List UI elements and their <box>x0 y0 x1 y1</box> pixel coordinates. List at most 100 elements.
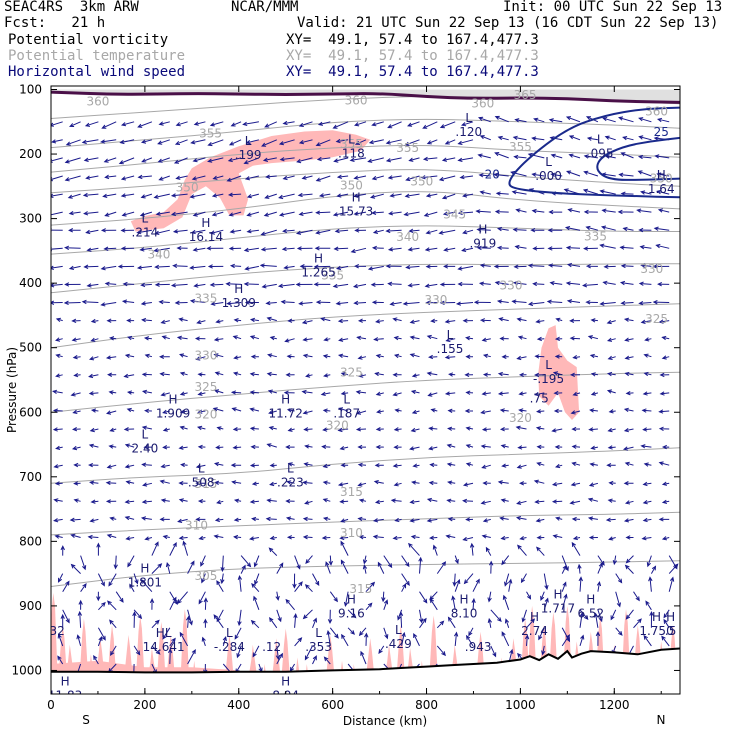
wind-vector <box>555 317 563 322</box>
wind-vector <box>262 157 277 162</box>
wind-vector <box>572 535 581 541</box>
theta-label: 355 <box>340 137 363 151</box>
wind-vector <box>154 282 170 287</box>
wind-vector <box>365 602 373 611</box>
extremum-value: .12 <box>262 640 281 654</box>
wind-vector <box>209 282 224 288</box>
extremum-value: 11.83 <box>48 688 82 702</box>
wind-vector <box>140 139 153 144</box>
wind-vector <box>401 631 406 647</box>
wind-vector <box>236 645 242 659</box>
wind-vector <box>157 139 170 145</box>
wind-vector <box>447 616 456 629</box>
wind-vector <box>269 481 277 487</box>
wind-vector <box>409 499 420 505</box>
extremum-value: 1.717 <box>541 601 575 615</box>
wind-vector <box>496 226 509 232</box>
wind-vector <box>337 318 349 324</box>
wind-vector <box>242 121 259 126</box>
theta-label: 360 <box>345 93 368 107</box>
wind-vector <box>589 462 598 467</box>
wind-vector <box>62 580 70 592</box>
wind-vector <box>268 547 278 556</box>
wind-vector <box>261 283 277 289</box>
wind-vector <box>136 229 152 235</box>
theta-label: 325 <box>194 380 217 394</box>
extremum-marker: H <box>586 593 595 607</box>
wind-vector <box>97 627 106 641</box>
wind-vector <box>170 211 188 217</box>
extremum-value: 2.40 <box>132 441 159 455</box>
wind-vector <box>468 627 474 637</box>
wind-vector <box>175 175 188 180</box>
wind-vector <box>608 409 616 414</box>
wind-vector <box>230 463 242 468</box>
wind-vector <box>98 601 106 611</box>
wind-vector <box>439 282 456 287</box>
wind-vector <box>554 354 563 359</box>
extremum-marker: L <box>545 155 552 169</box>
wind-vector <box>513 154 527 160</box>
wind-vector <box>463 573 474 585</box>
x-tick-label: 600 <box>321 698 344 712</box>
y-tick-label: 300 <box>19 212 42 226</box>
wind-vector <box>658 319 670 324</box>
wind-vector <box>602 280 616 286</box>
wind-vector <box>620 152 634 159</box>
wind-vector <box>606 389 616 394</box>
wind-vector <box>162 445 170 450</box>
wind-vector <box>372 518 384 523</box>
wind-vector <box>358 627 367 637</box>
wind-vector <box>393 482 402 487</box>
wind-vector <box>162 409 170 414</box>
wind-vector <box>441 157 456 162</box>
wind-vector <box>214 517 224 523</box>
wind-vector <box>158 121 170 126</box>
wind-vector <box>54 534 63 539</box>
wind-vector <box>126 407 135 413</box>
wind-vector <box>589 408 598 413</box>
wind-vector <box>258 663 263 673</box>
extremum-marker: L <box>348 132 355 146</box>
wind-vector <box>82 192 99 198</box>
pv-surface-spike <box>337 660 347 677</box>
wind-vector <box>374 371 384 377</box>
wind-vector <box>170 283 188 288</box>
wind-vector <box>227 157 242 163</box>
wind-vector <box>198 535 206 541</box>
wind-vector <box>259 263 277 268</box>
wind-vector <box>514 244 527 250</box>
wind-vector <box>597 555 605 566</box>
wind-vector <box>299 264 313 269</box>
wind-vector <box>419 591 428 604</box>
wind-vector <box>100 139 117 144</box>
wind-vector <box>610 609 617 621</box>
wind-vector <box>209 229 224 235</box>
wind-vector <box>500 498 509 503</box>
wind-vector <box>582 283 598 288</box>
wind-vector <box>295 229 313 235</box>
extremum-value: 1.309 <box>222 296 256 310</box>
y-tick-label: 800 <box>19 534 42 548</box>
wind-vector <box>643 634 652 647</box>
wind-vector <box>538 627 545 641</box>
wind-vector <box>72 354 81 360</box>
extremum-value: .353 <box>305 640 332 654</box>
wind-vector <box>228 139 242 146</box>
extremum-value: 1.801 <box>128 576 162 590</box>
wind-vector <box>356 335 367 341</box>
wind-vector <box>499 408 509 413</box>
wind-speed-contour-25 <box>596 136 680 181</box>
wind-vector <box>534 354 545 359</box>
wind-vector <box>548 118 563 123</box>
wind-vector <box>282 228 295 234</box>
wind-vector <box>661 536 670 541</box>
wind-vector <box>55 337 63 342</box>
wind-vector <box>124 499 135 504</box>
wind-vector <box>549 281 563 286</box>
wind-vector <box>51 139 63 144</box>
wind-vector <box>244 265 259 271</box>
wind-vector <box>504 618 510 628</box>
extremum-value: .943 <box>465 640 492 654</box>
